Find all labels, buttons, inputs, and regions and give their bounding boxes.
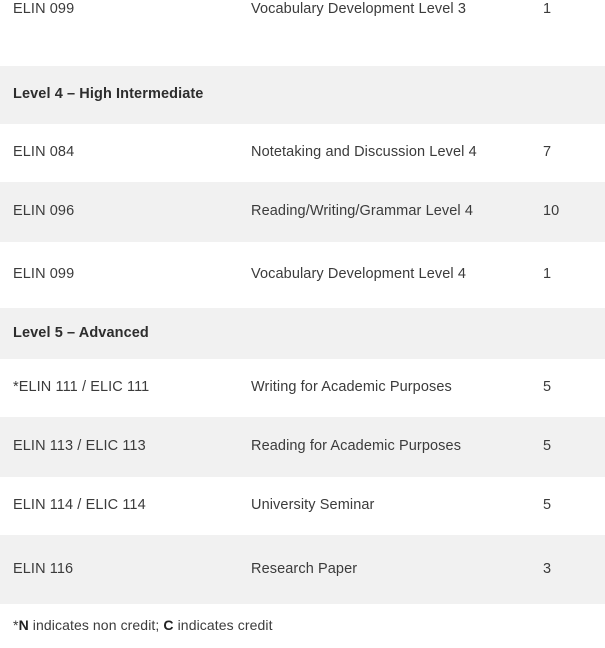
course-credits: 5 [543, 497, 552, 514]
course-code: ELIN 116 [13, 560, 74, 577]
course-code: ELIN 099 [13, 1, 75, 17]
course-code-cell: ELIN 116 [0, 535, 251, 604]
course-code-cell: ELIN 099 [0, 0, 251, 66]
course-title: Research Paper [251, 560, 358, 577]
course-credit-cell: 5 [543, 417, 605, 477]
course-title-cell: Reading/Writing/Grammar Level 4 [251, 182, 543, 242]
table-row: *ELIN 111 / ELIC 111 Writing for Academi… [0, 359, 605, 417]
course-credit-cell: 1 [543, 0, 605, 66]
footnote-non-credit-letter: N [18, 617, 29, 633]
section-header-cell: Level 5 – Advanced [0, 308, 605, 359]
footnote-credit-letter: C [163, 617, 174, 633]
course-code: ELIN 096 [13, 203, 75, 220]
course-code: ELIN 099 [13, 266, 75, 283]
course-code-cell: ELIN 084 [0, 124, 251, 182]
course-title-cell: Vocabulary Development Level 4 [251, 242, 543, 308]
footnote-mid-text: indicates non credit; [28, 617, 164, 633]
course-code: *ELIN 111 / ELIC 111 [13, 379, 150, 396]
table-row: ELIN 099 Vocabulary Development Level 3 … [0, 0, 605, 66]
course-title: University Seminar [251, 497, 375, 514]
course-title: Writing for Academic Purposes [251, 379, 452, 396]
course-code-cell: ELIN 114 / ELIC 114 [0, 477, 251, 535]
course-title-cell: Writing for Academic Purposes [251, 359, 543, 417]
course-credits: 1 [543, 1, 552, 17]
course-title-cell: Notetaking and Discussion Level 4 [251, 124, 543, 182]
table-row: ELIN 116 Research Paper 3 [0, 535, 605, 604]
table-row: ELIN 084 Notetaking and Discussion Level… [0, 124, 605, 182]
section-header-row: Level 5 – Advanced [0, 308, 605, 359]
course-credits: 3 [543, 560, 552, 577]
footnote-cell: *N indicates non credit; C indicates cre… [0, 604, 605, 648]
course-title-cell: Vocabulary Development Level 3 [251, 0, 543, 66]
course-credits: 5 [543, 379, 552, 396]
course-credit-cell: 10 [543, 182, 605, 242]
course-title: Vocabulary Development Level 4 [251, 266, 466, 283]
course-title: Notetaking and Discussion Level 4 [251, 144, 477, 161]
course-credit-cell: 5 [543, 477, 605, 535]
course-code-cell: ELIN 113 / ELIC 113 [0, 417, 251, 477]
footnote-suffix-text: indicates credit [173, 617, 273, 633]
course-title-cell: Research Paper [251, 535, 543, 604]
course-title: Reading for Academic Purposes [251, 438, 462, 455]
course-code: ELIN 113 / ELIC 113 [13, 438, 146, 455]
course-title-cell: University Seminar [251, 477, 543, 535]
section-header-label: Level 5 – Advanced [13, 324, 149, 341]
table-row: ELIN 113 / ELIC 113 Reading for Academic… [0, 417, 605, 477]
footnote-text: *N indicates non credit; C indicates cre… [13, 617, 273, 633]
table-row: ELIN 096 Reading/Writing/Grammar Level 4… [0, 182, 605, 242]
section-header-row: Level 4 – High Intermediate [0, 66, 605, 124]
course-credits: 5 [543, 438, 552, 455]
section-header-cell: Level 4 – High Intermediate [0, 66, 605, 124]
course-credits: 1 [543, 266, 552, 283]
course-credit-cell: 3 [543, 535, 605, 604]
course-credit-cell: 7 [543, 124, 605, 182]
course-code: ELIN 084 [13, 144, 75, 161]
course-credits: 7 [543, 144, 552, 161]
course-credit-cell: 5 [543, 359, 605, 417]
course-code-cell: ELIN 099 [0, 242, 251, 308]
section-header-label: Level 4 – High Intermediate [13, 86, 204, 103]
course-code: ELIN 114 / ELIC 114 [13, 497, 146, 514]
table-row: ELIN 099 Vocabulary Development Level 4 … [0, 242, 605, 308]
footnote-row: *N indicates non credit; C indicates cre… [0, 604, 605, 648]
course-credits: 10 [543, 203, 560, 220]
course-title: Vocabulary Development Level 3 [251, 1, 466, 17]
course-code-cell: *ELIN 111 / ELIC 111 [0, 359, 251, 417]
course-title: Reading/Writing/Grammar Level 4 [251, 203, 474, 220]
course-code-cell: ELIN 096 [0, 182, 251, 242]
table-row: ELIN 114 / ELIC 114 University Seminar 5 [0, 477, 605, 535]
course-title-cell: Reading for Academic Purposes [251, 417, 543, 477]
course-credit-cell: 1 [543, 242, 605, 308]
